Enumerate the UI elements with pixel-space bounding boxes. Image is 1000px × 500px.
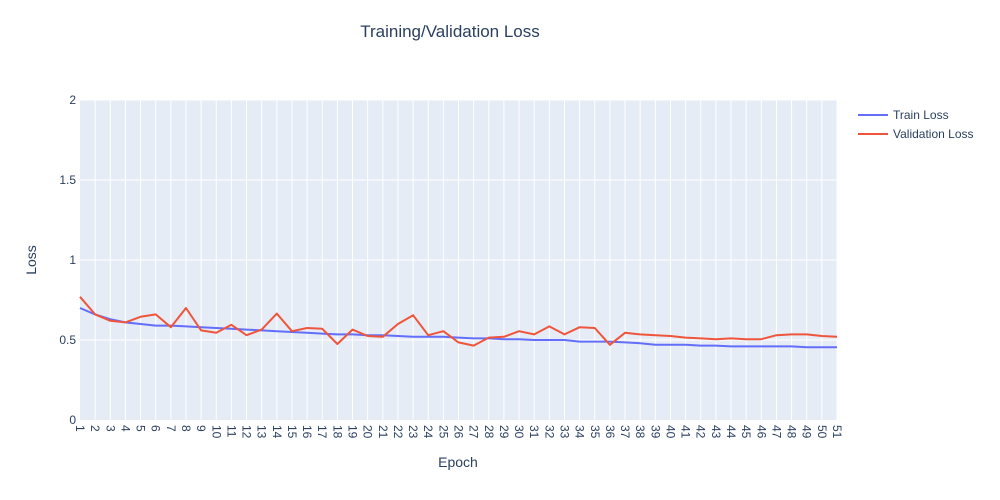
x-tick-label: 11: [224, 425, 238, 438]
x-tick-label: 34: [573, 425, 587, 439]
x-tick-label: 20: [361, 425, 375, 439]
y-tick-label: 0: [69, 413, 76, 427]
y-tick-label: 1: [69, 253, 76, 267]
x-tick-label: 48: [785, 425, 799, 439]
series-lines: [79, 296, 838, 349]
x-tick-label: 5: [134, 425, 148, 432]
x-tick-label: 36: [603, 425, 617, 439]
y-tick-label: 1.5: [59, 173, 76, 187]
x-tick-label: 14: [270, 425, 284, 439]
x-tick-label: 43: [709, 425, 723, 439]
x-tick-label: 46: [754, 425, 768, 439]
x-tick-label: 12: [240, 425, 254, 439]
x-tick-label: 18: [330, 425, 344, 439]
series-line-validation-loss: [79, 296, 838, 347]
x-tick-label: 44: [724, 425, 738, 439]
x-tick-label: 31: [527, 425, 541, 439]
x-tick-label: 24: [421, 425, 435, 439]
x-tick-label: 23: [406, 425, 420, 439]
y-gridlines: [80, 99, 837, 341]
x-tick-label: 42: [694, 425, 708, 439]
x-tick-label: 22: [391, 425, 405, 439]
x-tick-label: 6: [149, 425, 163, 432]
x-tick-label: 26: [452, 425, 466, 439]
legend-label: Validation Loss: [893, 127, 974, 141]
y-axis-title: Loss: [23, 245, 39, 275]
x-tick-label: 49: [800, 425, 814, 439]
x-tick-label: 19: [346, 425, 360, 439]
y-tick-labels: 0 0.5 1 1.5 2: [59, 93, 76, 427]
x-tick-label: 29: [497, 425, 511, 439]
x-tick-label: 50: [815, 425, 829, 439]
x-tick-label: 40: [663, 425, 677, 439]
series-line-train-loss: [79, 307, 837, 349]
x-tick-label: 30: [512, 425, 526, 439]
x-tick-label: 2: [88, 425, 102, 432]
x-axis-title: Epoch: [438, 454, 478, 470]
x-tick-label: 10: [209, 425, 223, 439]
chart-title: Training/Validation Loss: [360, 22, 540, 41]
legend-label: Train Loss: [893, 108, 949, 122]
x-tick-label: 28: [482, 425, 496, 439]
x-tick-label: 9: [194, 425, 208, 432]
x-tick-label: 32: [542, 425, 556, 439]
x-tick-label: 15: [285, 425, 299, 439]
x-tick-label: 45: [739, 425, 753, 439]
y-tick-label: 0.5: [59, 333, 76, 347]
x-tick-label: 51: [830, 425, 844, 439]
x-tick-labels: 1 2 3 4 5 6 7 8 9 10 11 12 13 14 15 16 17 18 19 20 21 22 23 24 2…: [73, 425, 844, 439]
x-tick-label: 39: [648, 425, 662, 439]
legend: Train Loss Validation Loss: [858, 108, 974, 141]
x-tick-label: 8: [179, 425, 193, 432]
x-tick-label: 13: [255, 425, 269, 439]
x-tick-label: 7: [164, 425, 178, 432]
x-tick-label: 38: [633, 425, 647, 439]
x-tick-label: 27: [467, 425, 481, 439]
x-tick-label: 25: [436, 425, 450, 439]
x-tick-label: 17: [315, 425, 329, 439]
x-tick-label: 33: [557, 425, 571, 439]
x-tick-label: 21: [376, 425, 390, 439]
x-tick-label: 3: [103, 425, 117, 432]
x-tick-label: 41: [679, 425, 693, 439]
x-tick-label: 47: [769, 425, 783, 439]
x-tick-label: 1: [73, 425, 87, 432]
x-tick-label: 37: [618, 425, 632, 439]
x-tick-label: 16: [300, 425, 314, 439]
y-tick-label: 2: [69, 93, 76, 107]
x-tick-label: 4: [118, 425, 132, 432]
x-tick-label: 35: [588, 425, 602, 439]
